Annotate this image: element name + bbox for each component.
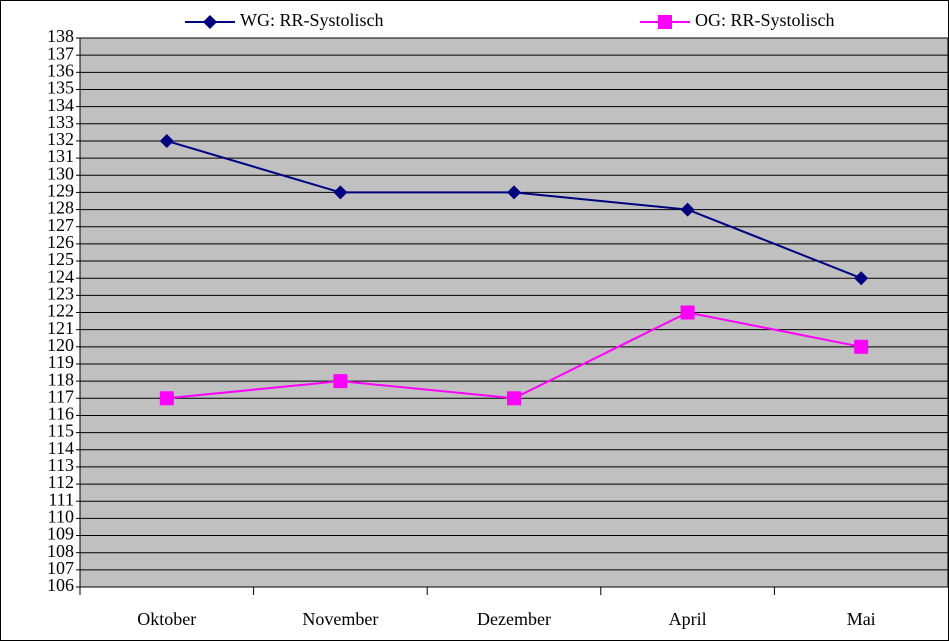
y-tick-label: 114 [48, 438, 74, 458]
y-tick-label: 123 [47, 283, 74, 303]
y-tick-label: 106 [47, 575, 74, 595]
y-tick-label: 126 [47, 232, 74, 252]
y-tick-label: 108 [47, 541, 74, 561]
marker [333, 185, 348, 200]
legend-marker [203, 15, 217, 29]
y-tick-label: 133 [47, 112, 74, 132]
y-tick-label: 138 [47, 26, 74, 46]
x-tick-label: Mai [847, 609, 876, 629]
marker [680, 202, 695, 217]
legend-marker [658, 15, 672, 29]
marker [507, 391, 521, 406]
y-tick-label: 127 [47, 215, 74, 235]
legend-label: WG: RR-Systolisch [240, 10, 384, 30]
y-tick-label: 131 [47, 146, 74, 166]
y-tick-label: 111 [48, 489, 74, 509]
y-tick-label: 129 [47, 181, 74, 201]
y-tick-label: 124 [47, 266, 74, 286]
y-tick-label: 134 [47, 95, 74, 115]
y-tick-label: 113 [48, 455, 74, 475]
y-tick-label: 107 [47, 558, 74, 578]
y-tick-label: 128 [47, 198, 74, 218]
x-tick-label: Dezember [477, 609, 551, 629]
marker [333, 374, 348, 389]
y-tick-label: 125 [47, 249, 74, 269]
y-tick-label: 132 [47, 129, 74, 149]
y-tick-label: 115 [48, 421, 74, 441]
y-tick-label: 130 [47, 163, 74, 183]
marker [854, 339, 869, 354]
y-tick-label: 119 [48, 352, 74, 372]
marker [507, 185, 521, 200]
y-tick-label: 122 [47, 301, 74, 321]
y-tick-label: 110 [48, 507, 74, 527]
x-tick-label: Oktober [137, 609, 196, 629]
y-tick-label: 112 [48, 472, 74, 492]
marker [159, 391, 174, 406]
marker [680, 305, 695, 320]
x-tick-label: April [669, 609, 707, 629]
x-tick-label: November [302, 609, 378, 629]
y-tick-label: 109 [47, 524, 74, 544]
y-tick-label: 120 [47, 335, 74, 355]
y-tick-label: 118 [48, 369, 74, 389]
y-tick-label: 135 [47, 78, 74, 98]
marker [854, 271, 869, 286]
y-tick-label: 116 [48, 404, 74, 424]
y-tick-label: 121 [47, 318, 74, 338]
y-tick-label: 136 [47, 60, 74, 80]
legend-label: OG: RR-Systolisch [695, 10, 835, 30]
marker [159, 133, 174, 148]
y-tick-label: 137 [47, 43, 74, 63]
y-tick-label: 117 [48, 386, 74, 406]
